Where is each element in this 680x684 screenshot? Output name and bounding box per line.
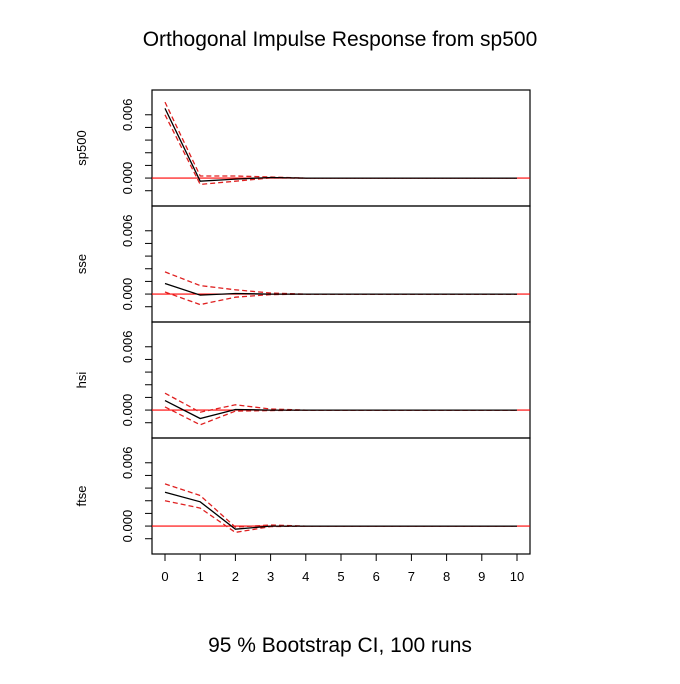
y-tick-label-sse-0: 0.000 [120,278,135,311]
ci-upper-hsi [164,392,517,413]
y-tick-label-ftse-1: 0.006 [120,446,135,479]
ci-upper-sse [164,271,517,295]
response-line-hsi [164,400,517,420]
x-tick-label-2: 2 [232,569,239,584]
panel-sse: 0.000 0.006 sse [74,205,531,323]
y-tick-label-sp500-1: 0.006 [120,98,135,131]
x-tick-label-10: 10 [510,569,524,584]
x-tick-label-5: 5 [337,569,344,584]
ci-lower-sp500 [164,114,517,186]
x-tick-label-3: 3 [267,569,274,584]
response-line-ftse [164,491,517,530]
panel-label-ftse: ftse [74,486,89,507]
panel-frame-sp500 [151,89,531,207]
response-line-sse [164,282,517,296]
panel-sp500: 0.000 0.006 sp500 [74,89,531,207]
y-tick-label-hsi-1: 0.006 [120,330,135,363]
panel-label-sse: sse [74,254,89,274]
x-tick-label-0: 0 [161,569,168,584]
ci-upper-sp500 [164,101,517,179]
panel-frame-hsi [151,321,531,439]
panel-frame-sse [151,205,531,323]
x-tick-label-4: 4 [302,569,309,584]
x-tick-label-6: 6 [373,569,380,584]
y-tick-label-sse-1: 0.006 [120,214,135,247]
x-tick-label-1: 1 [197,569,204,584]
x-tick-label-7: 7 [408,569,415,584]
panel-label-hsi: hsi [74,372,89,389]
y-tick-label-hsi-0: 0.000 [120,394,135,427]
x-axis: 0 1 2 3 4 5 6 7 8 9 10 [161,554,524,584]
x-tick-label-9: 9 [478,569,485,584]
panel-ftse: 0.000 0.006 ftse [74,437,531,555]
x-tick-label-8: 8 [443,569,450,584]
panel-frame-ftse [151,437,531,555]
panel-hsi: 0.000 0.006 hsi [74,321,531,439]
y-tick-label-sp500-0: 0.000 [120,162,135,195]
chart-footer: 95 % Bootstrap CI, 100 runs [208,634,472,657]
chart-title: Orthogonal Impulse Response from sp500 [143,28,538,51]
response-line-sp500 [164,108,517,182]
ci-lower-ftse [164,500,517,534]
panel-label-sp500: sp500 [74,130,89,165]
panels-group: 0.000 0.006 sp500 0.000 0.006 sse 0.000 0.006 hs… [74,89,531,555]
y-tick-label-ftse-0: 0.000 [120,510,135,543]
